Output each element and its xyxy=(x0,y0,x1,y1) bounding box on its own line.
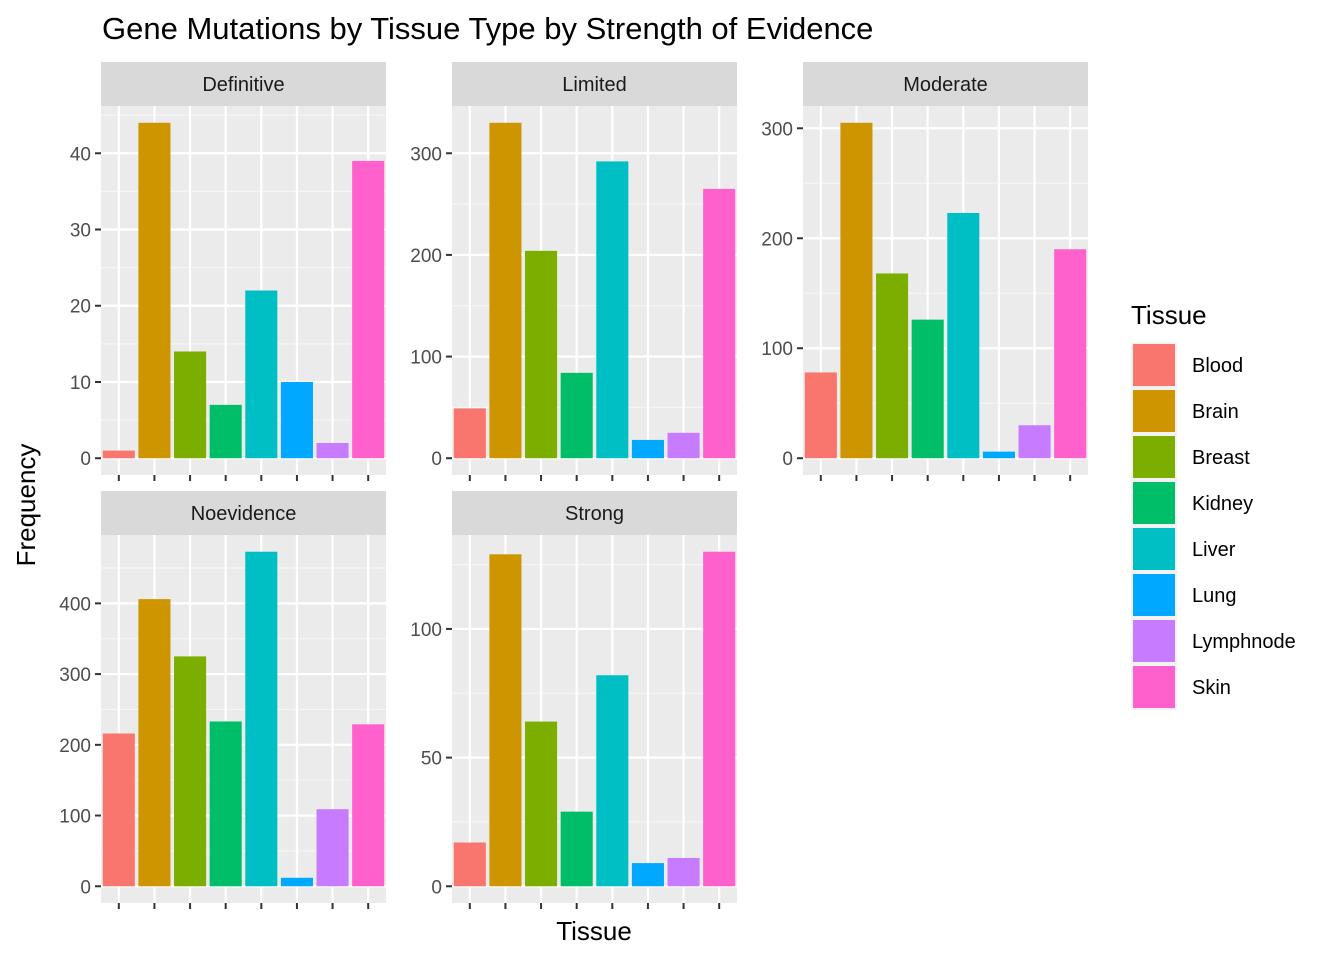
legend: Tissue Blood Brain Breast Kidney Liver Lung Ly… xyxy=(1131,300,1296,710)
facet-noevidence: Noevidence 0 100 200 300 400 xyxy=(59,491,386,909)
bar-lung xyxy=(280,381,313,459)
y-tick-label: 10 xyxy=(70,373,91,394)
bar-kidney xyxy=(209,721,242,887)
y-tick-label: 0 xyxy=(80,449,91,470)
y-tick-label: 20 xyxy=(70,297,91,318)
bar-brain xyxy=(138,599,171,887)
legend-key-lung xyxy=(1133,574,1175,616)
y-tick-label: 300 xyxy=(410,144,442,165)
bar-kidney xyxy=(911,319,944,459)
y-tick-label: 0 xyxy=(80,877,91,898)
bar-liver xyxy=(596,675,629,887)
facet-strip xyxy=(803,62,1088,106)
bar-lymphnode xyxy=(316,442,349,459)
facet-strip xyxy=(452,491,737,535)
legend-label-liver: Liver xyxy=(1192,539,1236,561)
legend-label-blood: Blood xyxy=(1192,355,1243,377)
facet-strip xyxy=(101,491,386,535)
bar-lung xyxy=(982,451,1015,459)
facet-strip-label: Definitive xyxy=(202,74,284,96)
bar-liver xyxy=(947,212,980,459)
legend-key-lymphnode xyxy=(1133,620,1175,662)
y-tick-label: 200 xyxy=(761,229,793,250)
legend-key-kidney xyxy=(1133,482,1175,524)
y-tick-label: 40 xyxy=(70,144,91,165)
facet-limited: Limited 0 100 200 300 xyxy=(410,62,737,481)
bar-liver xyxy=(596,161,629,459)
y-tick-label: 100 xyxy=(410,348,442,369)
y-tick-label: 0 xyxy=(431,877,442,898)
legend-label-breast: Breast xyxy=(1192,447,1250,469)
bar-skin xyxy=(352,724,385,887)
y-tick-label: 300 xyxy=(761,119,793,140)
bar-lung xyxy=(631,863,664,887)
y-tick-label: 0 xyxy=(782,449,793,470)
bar-brain xyxy=(489,554,522,887)
y-tick-label: 100 xyxy=(410,620,442,641)
facet-strip xyxy=(452,62,737,106)
bar-blood xyxy=(453,408,486,459)
legend-label-lymphnode: Lymphnode xyxy=(1192,631,1296,653)
bar-brain xyxy=(840,122,873,459)
y-tick-label: 400 xyxy=(59,594,91,615)
facet-moderate: Moderate 0 100 200 300 xyxy=(761,62,1088,481)
bar-lung xyxy=(631,439,664,459)
legend-key-blood xyxy=(1133,344,1175,386)
bar-breast xyxy=(174,656,207,887)
legend-key-skin xyxy=(1133,666,1175,708)
y-tick-label: 300 xyxy=(59,665,91,686)
legend-label-skin: Skin xyxy=(1192,677,1231,699)
y-tick-label: 30 xyxy=(70,221,91,242)
y-axis-title: Frequency xyxy=(11,444,41,567)
bar-lymphnode xyxy=(667,432,700,459)
y-tick-label: 100 xyxy=(761,339,793,360)
facet-strong: Strong 0 50 100 xyxy=(410,491,737,909)
y-tick-label: 100 xyxy=(59,807,91,828)
bar-blood xyxy=(102,733,135,887)
x-axis-title: Tissue xyxy=(556,916,632,946)
y-tick-label: 200 xyxy=(59,736,91,757)
bar-kidney xyxy=(209,404,242,459)
bar-lymphnode xyxy=(1018,425,1051,459)
legend-key-brain xyxy=(1133,390,1175,432)
legend-title: Tissue xyxy=(1131,300,1207,330)
bar-lymphnode xyxy=(667,857,700,887)
y-tick-label: 0 xyxy=(431,449,442,470)
legend-label-brain: Brain xyxy=(1192,401,1239,423)
facet-strip-label: Noevidence xyxy=(191,503,297,525)
facet-strip-label: Moderate xyxy=(903,74,988,96)
bar-breast xyxy=(174,351,207,459)
legend-label-kidney: Kidney xyxy=(1192,493,1253,515)
bar-lymphnode xyxy=(316,809,349,887)
bar-brain xyxy=(489,122,522,459)
legend-key-breast xyxy=(1133,436,1175,478)
bar-skin xyxy=(703,551,736,887)
bar-lung xyxy=(280,877,313,887)
bar-blood xyxy=(804,372,837,459)
facet-strip xyxy=(101,62,386,106)
bar-skin xyxy=(352,160,385,459)
bar-kidney xyxy=(560,372,593,459)
bar-blood xyxy=(453,842,486,887)
legend-key-liver xyxy=(1133,528,1175,570)
bar-brain xyxy=(138,122,171,459)
bar-liver xyxy=(245,551,278,887)
bar-skin xyxy=(703,188,736,459)
bar-breast xyxy=(876,273,909,459)
facet-strip-label: Limited xyxy=(562,74,626,96)
chart-title: Gene Mutations by Tissue Type by Strengt… xyxy=(102,11,873,46)
y-tick-label: 200 xyxy=(410,246,442,267)
bar-breast xyxy=(525,721,558,887)
legend-label-lung: Lung xyxy=(1192,585,1237,607)
facet-strip-label: Strong xyxy=(565,503,624,525)
bar-breast xyxy=(525,250,558,459)
bar-blood xyxy=(102,450,135,459)
bar-skin xyxy=(1054,249,1087,459)
facet-panels: Definitive010203040Limited0100200300Mode… xyxy=(59,62,1088,909)
bar-kidney xyxy=(560,811,593,887)
y-tick-label: 50 xyxy=(421,749,442,770)
facet-definitive: Definitive 0 10 20 30 40 xyxy=(70,62,386,481)
bar-liver xyxy=(245,290,278,459)
